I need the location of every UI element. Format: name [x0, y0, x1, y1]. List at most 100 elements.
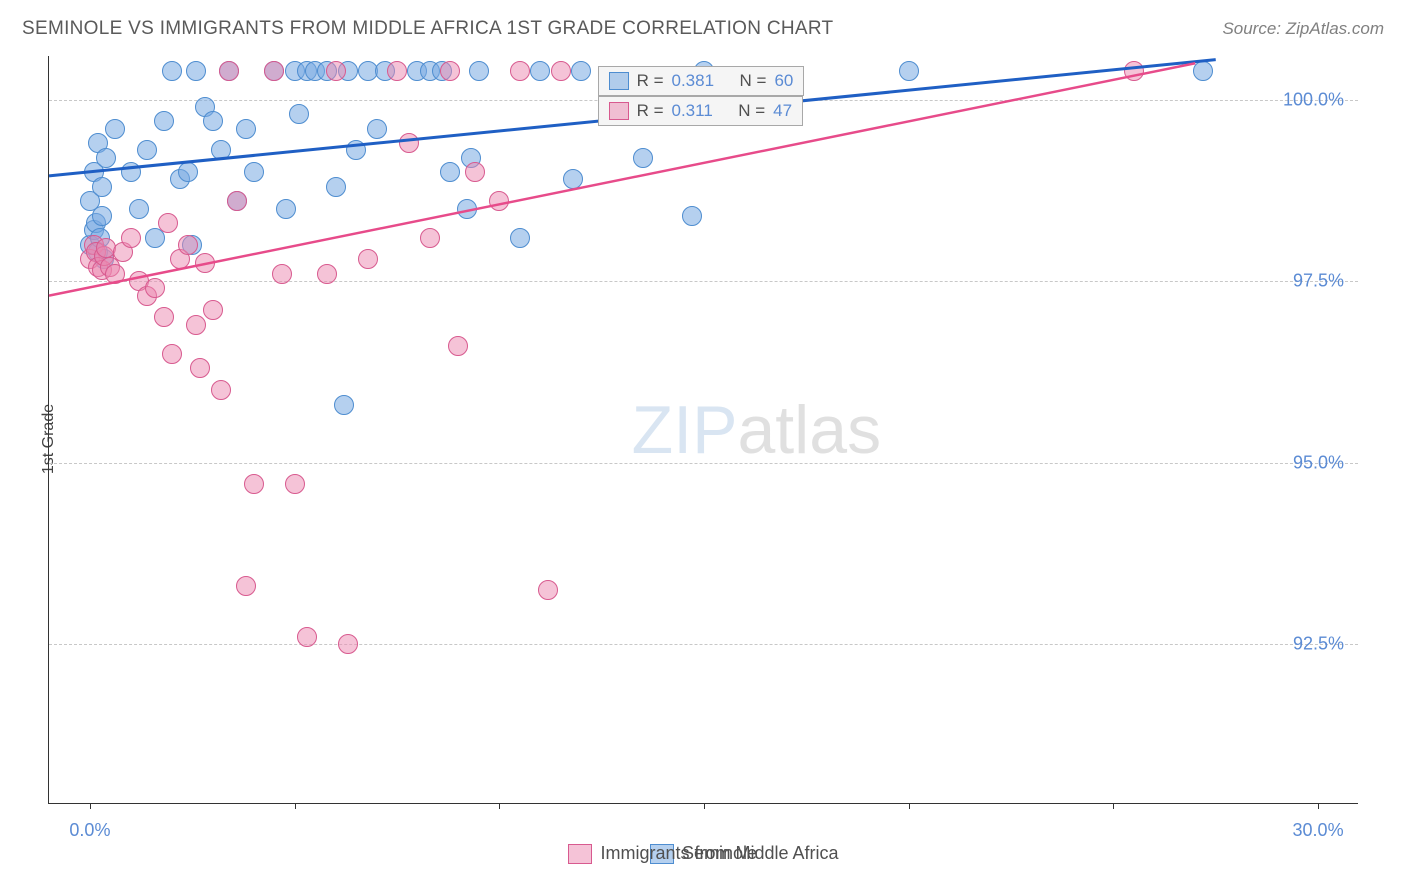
gridline-h [49, 644, 1358, 645]
data-point-seminole [367, 119, 387, 139]
gridline-h [49, 463, 1358, 464]
data-point-seminole [129, 199, 149, 219]
x-tick-label: 30.0% [1293, 820, 1344, 841]
data-point-seminole [440, 162, 460, 182]
x-tick [704, 803, 705, 809]
data-point-immigrants [448, 336, 468, 356]
data-point-seminole [633, 148, 653, 168]
legend-series-name: Immigrants from Middle Africa [600, 843, 838, 864]
data-point-immigrants [195, 253, 215, 273]
data-point-immigrants [154, 307, 174, 327]
data-point-immigrants [264, 61, 284, 81]
data-point-immigrants [244, 474, 264, 494]
data-point-immigrants [1124, 61, 1144, 81]
x-tick [90, 803, 91, 809]
data-point-seminole [1193, 61, 1213, 81]
data-point-seminole [469, 61, 489, 81]
x-tick [1113, 803, 1114, 809]
data-point-seminole [276, 199, 296, 219]
data-point-seminole [530, 61, 550, 81]
data-point-seminole [211, 140, 231, 160]
data-point-immigrants [203, 300, 223, 320]
data-point-immigrants [551, 61, 571, 81]
y-tick-label: 92.5% [1293, 634, 1344, 655]
data-point-immigrants [121, 228, 141, 248]
x-tick [295, 803, 296, 809]
watermark: ZIPatlas [632, 391, 881, 469]
data-point-seminole [563, 169, 583, 189]
data-point-immigrants [272, 264, 292, 284]
legend-swatch-icon [609, 102, 629, 120]
legend-n-value: 60 [774, 71, 793, 91]
data-point-immigrants [465, 162, 485, 182]
gridline-h [49, 281, 1358, 282]
data-point-immigrants [338, 634, 358, 654]
legend-r-value: 0.311 [672, 101, 713, 121]
data-point-seminole [105, 119, 125, 139]
x-tick [1318, 803, 1319, 809]
data-point-seminole [899, 61, 919, 81]
data-point-seminole [346, 140, 366, 160]
data-point-immigrants [387, 61, 407, 81]
legend-r-label: R = [637, 101, 664, 121]
data-point-immigrants [489, 191, 509, 211]
legend-stats-seminole: R = 0.381 N = 60 [598, 66, 805, 96]
data-point-seminole [92, 177, 112, 197]
data-point-seminole [244, 162, 264, 182]
data-point-seminole [137, 140, 157, 160]
data-point-immigrants [178, 235, 198, 255]
data-point-immigrants [510, 61, 530, 81]
legend-stats-immigrants: R = 0.311 N = 47 [598, 96, 804, 126]
data-point-immigrants [420, 228, 440, 248]
chart-source: Source: ZipAtlas.com [1222, 19, 1384, 39]
data-point-seminole [571, 61, 591, 81]
data-point-immigrants [227, 191, 247, 211]
data-point-immigrants [358, 249, 378, 269]
x-tick-label: 0.0% [69, 820, 110, 841]
data-point-immigrants [145, 278, 165, 298]
y-tick-label: 100.0% [1283, 89, 1344, 110]
data-point-immigrants [211, 380, 231, 400]
data-point-seminole [203, 111, 223, 131]
x-tick [909, 803, 910, 809]
data-point-seminole [96, 148, 116, 168]
data-point-immigrants [297, 627, 317, 647]
legend-swatch-icon [609, 72, 629, 90]
plot-area: 100.0%97.5%95.0%92.5%0.0%30.0%ZIPatlasR … [48, 56, 1358, 804]
legend-r-label: R = [637, 71, 664, 91]
data-point-seminole [334, 395, 354, 415]
data-point-immigrants [158, 213, 178, 233]
legend-swatch-icon [568, 844, 592, 864]
data-point-immigrants [285, 474, 305, 494]
data-point-immigrants [190, 358, 210, 378]
data-point-seminole [121, 162, 141, 182]
chart-title: SEMINOLE VS IMMIGRANTS FROM MIDDLE AFRIC… [22, 18, 833, 40]
data-point-seminole [682, 206, 702, 226]
data-point-seminole [236, 119, 256, 139]
data-point-immigrants [440, 61, 460, 81]
data-point-immigrants [538, 580, 558, 600]
data-point-seminole [457, 199, 477, 219]
data-point-immigrants [317, 264, 337, 284]
legend-item-immigrants: Immigrants from Middle Africa [568, 843, 838, 864]
data-point-seminole [162, 61, 182, 81]
data-point-seminole [289, 104, 309, 124]
data-point-immigrants [326, 61, 346, 81]
data-point-immigrants [186, 315, 206, 335]
data-point-seminole [510, 228, 530, 248]
legend-r-value: 0.381 [672, 71, 715, 91]
data-point-immigrants [219, 61, 239, 81]
y-tick-label: 97.5% [1293, 271, 1344, 292]
x-tick [499, 803, 500, 809]
data-point-immigrants [105, 264, 125, 284]
data-point-seminole [326, 177, 346, 197]
data-point-immigrants [399, 133, 419, 153]
legend-n-label: N = [740, 71, 767, 91]
data-point-seminole [154, 111, 174, 131]
y-tick-label: 95.0% [1293, 452, 1344, 473]
data-point-seminole [186, 61, 206, 81]
legend-n-value: 47 [773, 101, 792, 121]
data-point-immigrants [162, 344, 182, 364]
data-point-seminole [178, 162, 198, 182]
legend-n-label: N = [738, 101, 765, 121]
